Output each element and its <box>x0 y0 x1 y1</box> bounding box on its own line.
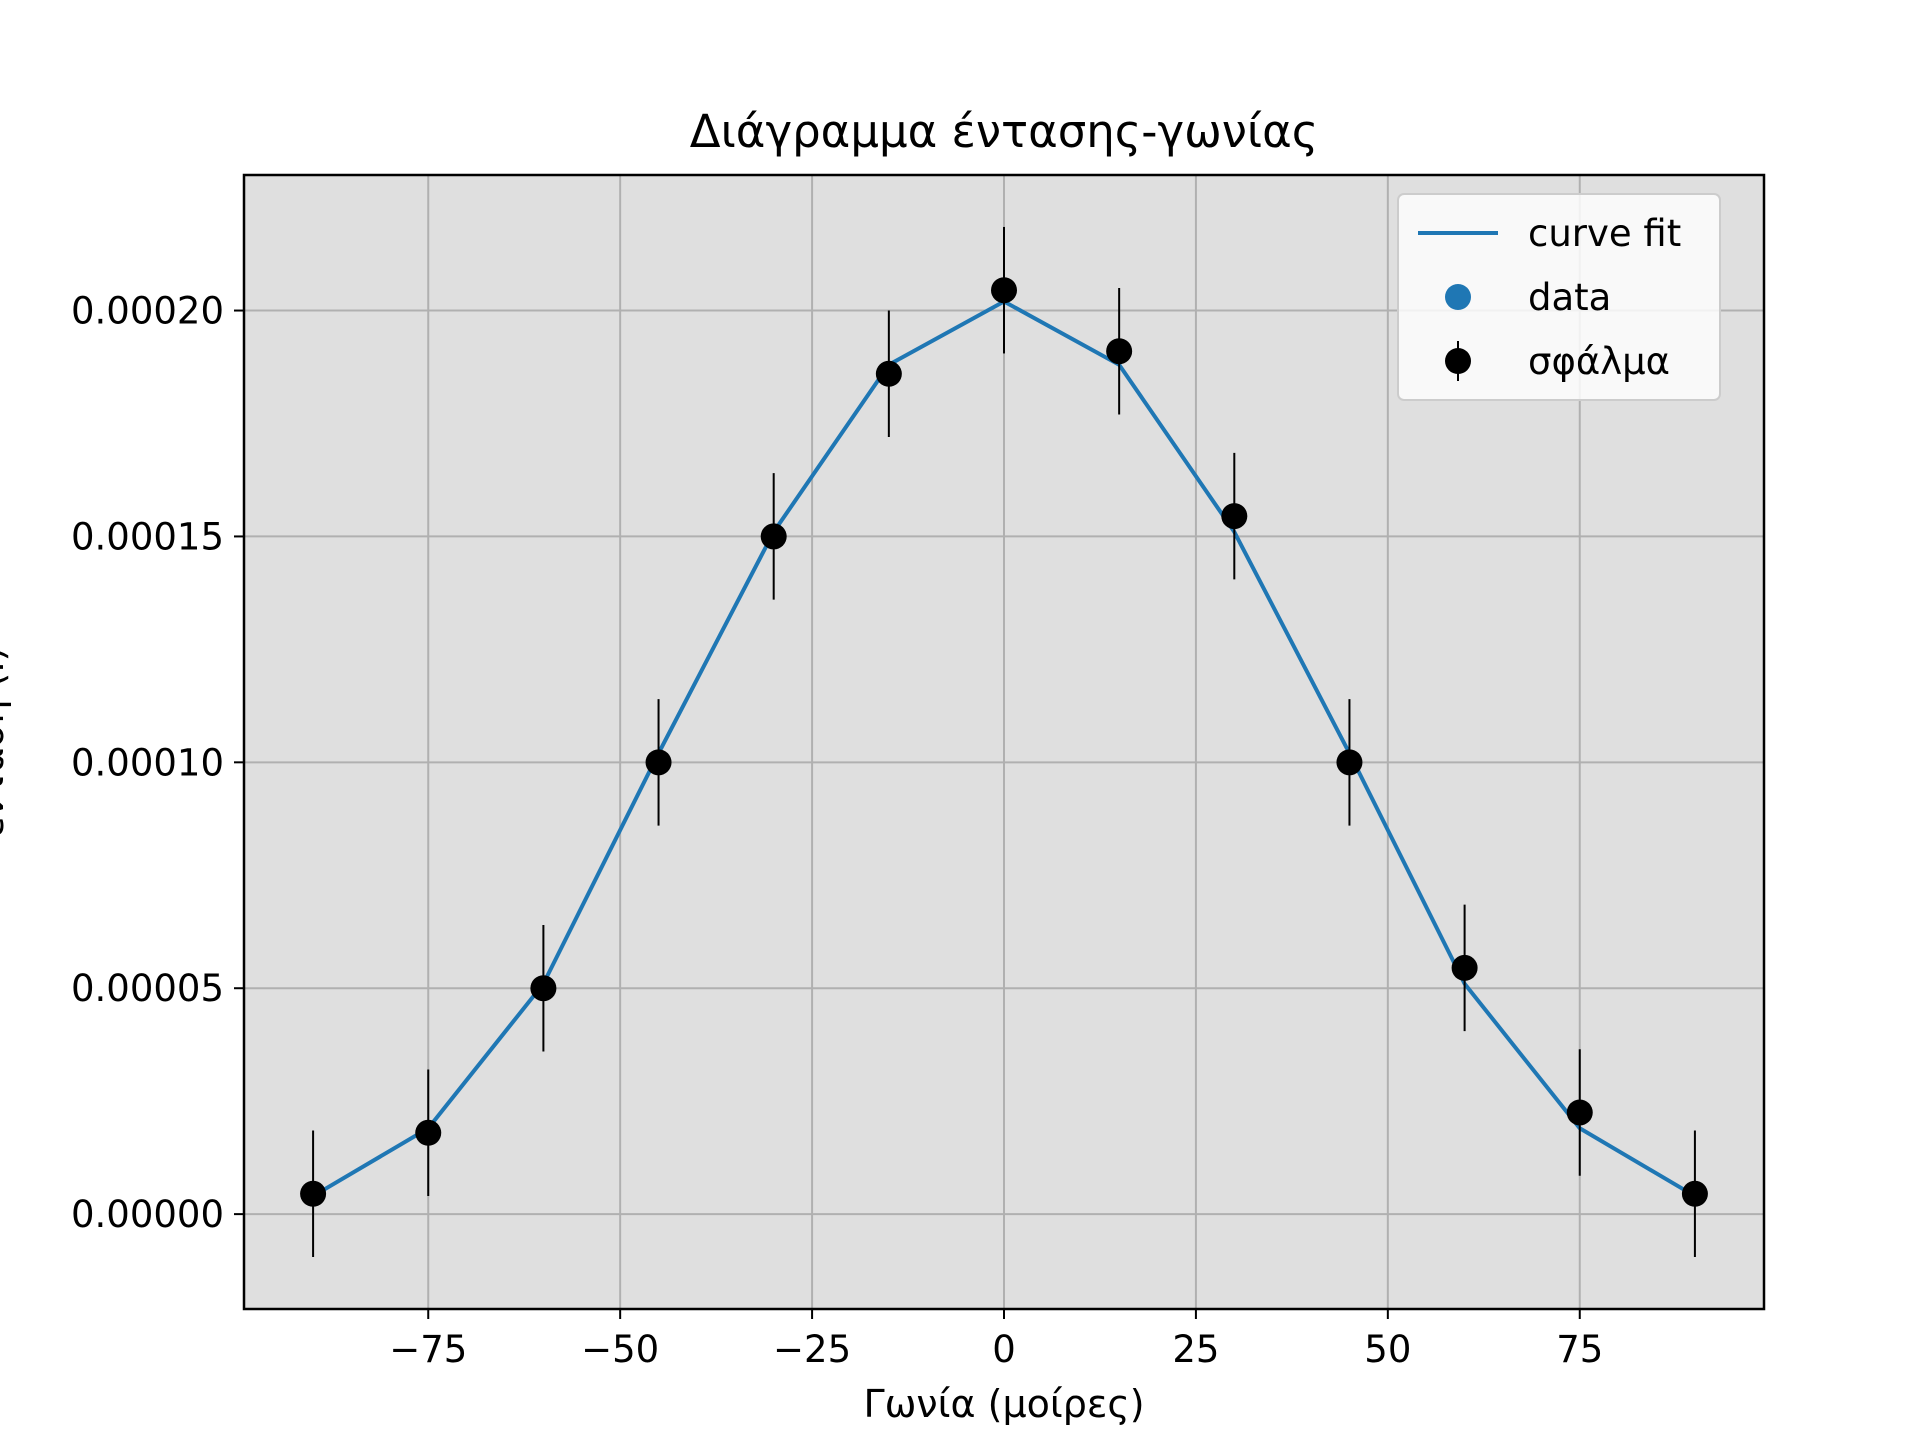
legend-label: σφάλμα <box>1528 340 1670 383</box>
legend-box <box>1397 193 1721 401</box>
x-tick-label: −75 <box>389 1328 467 1371</box>
data-point <box>760 523 787 550</box>
data-point <box>1566 1099 1593 1126</box>
y-axis-label: ένταση (I) <box>0 647 12 838</box>
data-point <box>1451 954 1478 981</box>
legend-dot-swatch <box>1445 284 1471 310</box>
x-tick-label: −25 <box>773 1328 851 1371</box>
x-axis-ticks: −75 −50 −25 0 25 50 75 <box>389 1309 1603 1371</box>
legend-label: curve fit <box>1528 212 1681 255</box>
data-point <box>875 360 902 387</box>
x-tick-label: 0 <box>992 1328 1016 1371</box>
y-tick-label: 0.00000 <box>71 1193 224 1236</box>
data-point <box>300 1180 327 1207</box>
data-point <box>530 975 557 1002</box>
data-point <box>645 749 672 776</box>
x-tick-label: 50 <box>1364 1328 1411 1371</box>
legend-errorbar-marker <box>1445 348 1471 374</box>
legend: curve fit data σφάλμα <box>1397 193 1721 401</box>
data-point <box>1221 503 1248 530</box>
data-point <box>1106 338 1133 365</box>
y-tick-label: 0.00020 <box>71 290 224 333</box>
x-tick-label: 25 <box>1172 1328 1219 1371</box>
data-marks <box>300 226 1708 1258</box>
x-axis-label: Γωνία (μοίρες) <box>863 1382 1144 1426</box>
y-axis-ticks: 0.00000 0.00005 0.00010 0.00015 0.00020 <box>71 290 244 1236</box>
y-tick-label: 0.00015 <box>71 515 224 558</box>
data-point <box>991 277 1017 304</box>
data-point <box>415 1119 442 1146</box>
legend-label: data <box>1528 276 1611 319</box>
data-point <box>1336 749 1363 776</box>
chart-title: Διάγραμμα έντασης-γωνίας <box>690 105 1318 158</box>
y-tick-label: 0.00005 <box>71 967 224 1010</box>
x-tick-label: −50 <box>581 1328 659 1371</box>
data-point <box>1681 1180 1708 1207</box>
y-tick-label: 0.00010 <box>71 741 224 784</box>
x-tick-label: 75 <box>1556 1328 1603 1371</box>
